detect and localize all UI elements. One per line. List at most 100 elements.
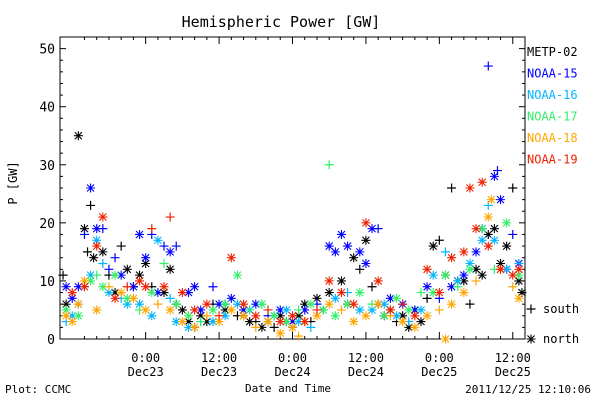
data-point-north bbox=[392, 293, 402, 303]
data-point-north bbox=[73, 311, 83, 321]
data-point-north bbox=[263, 317, 273, 327]
data-point-north bbox=[410, 322, 420, 332]
data-point-north bbox=[239, 305, 249, 315]
data-point-north bbox=[147, 311, 157, 321]
data-point-north bbox=[349, 253, 359, 263]
data-point-south bbox=[251, 322, 261, 332]
data-point-south bbox=[58, 270, 68, 280]
data-point-north bbox=[86, 183, 96, 193]
data-point-north bbox=[232, 299, 242, 309]
data-point-south bbox=[373, 224, 383, 234]
data-point-north bbox=[373, 276, 383, 286]
legend-entry: NOAA-18 bbox=[527, 131, 578, 145]
data-point-north bbox=[159, 282, 169, 292]
data-point-north bbox=[349, 317, 359, 327]
data-point-north bbox=[116, 288, 126, 298]
data-point-north bbox=[502, 264, 512, 274]
data-point-north bbox=[477, 270, 487, 280]
data-point-north bbox=[514, 270, 524, 280]
data-point-north bbox=[477, 224, 487, 234]
data-point-north bbox=[220, 305, 230, 315]
x-tick-date-label: Dec25 bbox=[495, 365, 531, 379]
data-point-north bbox=[496, 264, 506, 274]
marker-legend-label: north bbox=[543, 332, 579, 346]
data-point-north bbox=[135, 270, 145, 280]
data-point-south bbox=[367, 282, 377, 292]
data-point-south bbox=[336, 305, 346, 315]
data-point-north bbox=[61, 299, 71, 309]
data-point-south bbox=[434, 305, 444, 315]
data-point-south bbox=[440, 247, 450, 257]
data-point-north bbox=[459, 288, 469, 298]
data-point-north bbox=[343, 241, 353, 251]
data-point-north bbox=[294, 311, 304, 321]
data-point-south bbox=[416, 288, 426, 298]
data-point-north bbox=[300, 305, 310, 315]
data-point-north bbox=[514, 264, 524, 274]
data-point-north bbox=[165, 305, 175, 315]
data-point-north bbox=[355, 305, 365, 315]
data-point-south bbox=[79, 229, 89, 239]
data-point-north bbox=[294, 317, 304, 327]
data-point-south bbox=[508, 229, 518, 239]
footer-timestamp: 2011/12/25 12:10:06 bbox=[465, 383, 591, 396]
data-point-north bbox=[61, 311, 71, 321]
y-tick-label: 50 bbox=[39, 43, 55, 58]
data-point-north bbox=[79, 282, 89, 292]
data-point-north bbox=[288, 322, 297, 332]
legend-entry: NOAA-15 bbox=[527, 67, 578, 81]
data-point-north bbox=[135, 299, 145, 309]
data-point-south bbox=[453, 282, 463, 292]
data-point-south bbox=[159, 259, 169, 268]
data-point-north bbox=[428, 288, 438, 298]
data-point-north bbox=[79, 224, 89, 234]
data-point-north bbox=[183, 311, 193, 321]
data-point-north bbox=[89, 253, 99, 263]
data-point-south bbox=[165, 293, 175, 303]
data-point-north bbox=[288, 317, 297, 327]
data-point-south bbox=[214, 311, 224, 321]
data-point-north bbox=[226, 293, 236, 303]
data-point-north bbox=[422, 264, 432, 274]
data-point-north bbox=[257, 299, 267, 309]
data-point-north bbox=[300, 299, 310, 309]
data-point-north bbox=[502, 218, 512, 228]
legend: METP-02 NOAA-15 NOAA-16 NOAA-17 NOAA-18 NOAA-… bbox=[527, 45, 578, 167]
y-tick-label: 10 bbox=[39, 275, 55, 290]
data-point-north bbox=[416, 317, 426, 327]
data-point-north bbox=[312, 311, 322, 321]
y-tick-label: 30 bbox=[39, 159, 55, 174]
data-point-south bbox=[92, 270, 102, 280]
data-point-south bbox=[324, 160, 334, 170]
data-point-north bbox=[220, 299, 230, 309]
data-point-north bbox=[459, 247, 469, 257]
x-tick-time-label: 0:00 bbox=[131, 351, 160, 365]
data-point-south bbox=[398, 299, 408, 309]
data-point-north bbox=[141, 253, 151, 263]
chart-title: Hemispheric Power [GW] bbox=[182, 13, 381, 31]
data-point-north bbox=[135, 229, 145, 239]
data-point-south bbox=[294, 331, 304, 341]
data-point-north bbox=[110, 288, 120, 298]
data-point-north bbox=[514, 293, 524, 303]
data-point-north bbox=[220, 311, 230, 321]
data-point-north bbox=[239, 311, 249, 321]
data-point-south bbox=[294, 305, 304, 315]
data-point-north bbox=[98, 212, 108, 222]
data-point-north bbox=[122, 293, 132, 303]
data-point-north bbox=[98, 247, 108, 257]
data-point-south bbox=[110, 253, 120, 263]
data-point-south bbox=[83, 247, 93, 257]
data-point-north bbox=[116, 270, 126, 280]
x-tick-time-label: 0:00 bbox=[278, 351, 307, 365]
data-point-north bbox=[398, 317, 408, 327]
data-point-north bbox=[355, 288, 365, 298]
y-tick-label: 0 bbox=[47, 333, 55, 348]
data-point-north bbox=[251, 311, 261, 321]
data-point-north bbox=[153, 288, 163, 298]
data-point-north bbox=[257, 322, 267, 332]
data-point-south bbox=[98, 259, 108, 268]
data-point-north bbox=[214, 299, 224, 309]
data-point-north bbox=[73, 282, 83, 292]
data-point-north bbox=[67, 317, 77, 327]
